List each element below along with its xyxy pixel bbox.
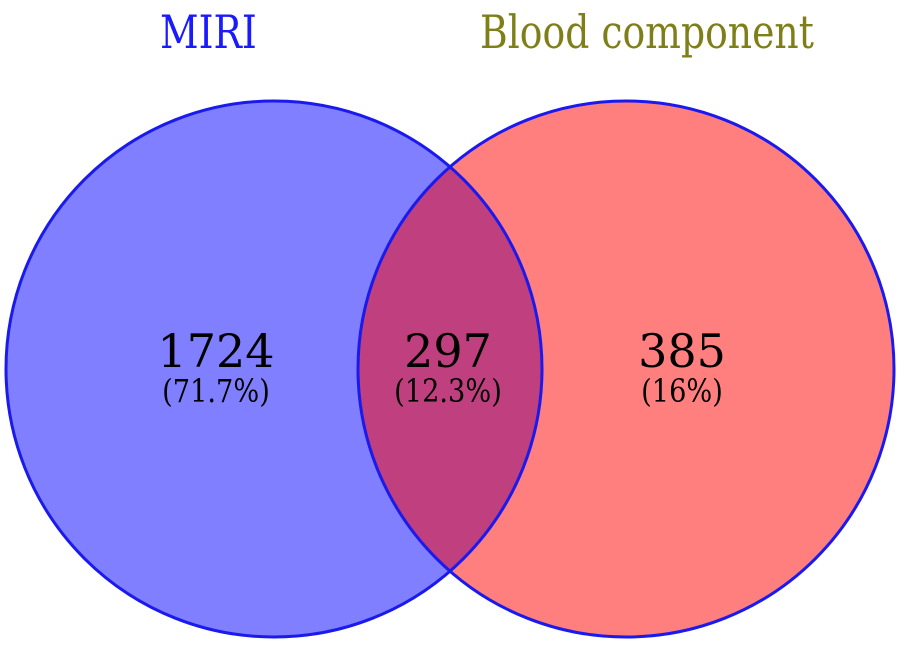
set-b-only-percent: (16%)	[641, 372, 723, 410]
set-a-outline	[4, 99, 544, 639]
intersection-percent: (12.3%)	[394, 372, 502, 410]
set-b-only-region: 385 (16%)	[634, 328, 730, 408]
set-b-only-count: 385	[638, 324, 726, 378]
set-a-only-percent: (71.7%)	[162, 372, 270, 410]
set-b-label: Blood component	[480, 5, 814, 59]
intersection-region: 297 (12.3%)	[385, 328, 512, 408]
set-b-outline	[356, 99, 896, 639]
set-a-only-region: 1724 (71.7%)	[153, 328, 280, 408]
set-a-only-count: 1724	[157, 324, 275, 378]
overlap-region	[358, 101, 542, 637]
set-a-label: MIRI	[160, 5, 257, 59]
intersection-count: 297	[404, 324, 492, 378]
